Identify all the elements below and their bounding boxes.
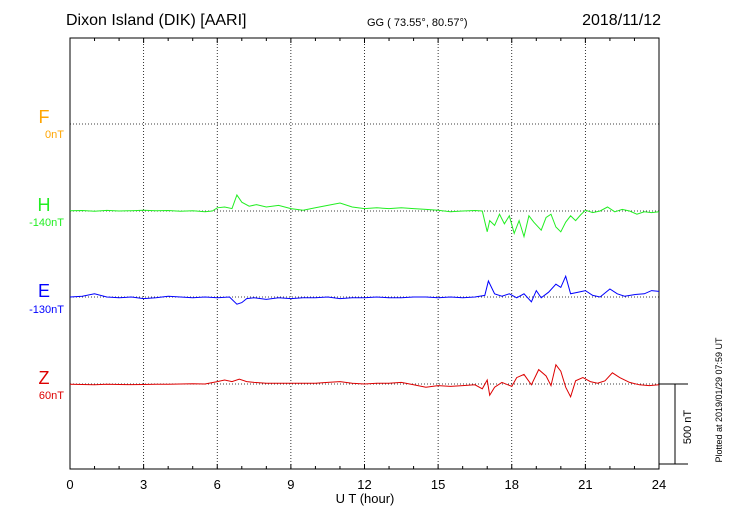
geo-coordinates: GG ( 73.55°, 80.57°) [367,17,468,29]
x-tick-label: 12 [357,477,371,492]
x-tick-label: 9 [287,477,294,492]
x-tick-label: 18 [505,477,519,492]
baseline-value-e: -130nT [29,304,64,316]
scale-bar-label: 500 nT [682,410,694,445]
x-tick-label: 15 [431,477,445,492]
trace-z [69,363,660,399]
x-tick-label: 24 [652,477,666,492]
component-label-h: H [38,195,51,215]
component-label-f: F [39,107,50,127]
component-label-z: Z [39,368,50,388]
trace-e [69,274,660,305]
x-tick-label: 21 [578,477,592,492]
baseline-value-f: 0nT [45,129,64,141]
baseline-value-z: 60nT [39,390,64,402]
x-tick-label: 6 [214,477,221,492]
x-tick-label: 0 [66,477,73,492]
date-label: 2018/11/12 [582,12,661,29]
plotted-timestamp: Plotted at 2019/01/29 07:59 UT [714,337,724,463]
station-title: Dixon Island (DIK) [AARI] [66,12,247,29]
component-label-e: E [38,281,50,301]
x-tick-label: 3 [140,477,147,492]
trace-h [69,193,660,239]
baseline-value-h: -140nT [29,217,64,229]
x-axis-label: U T (hour) [336,491,395,506]
